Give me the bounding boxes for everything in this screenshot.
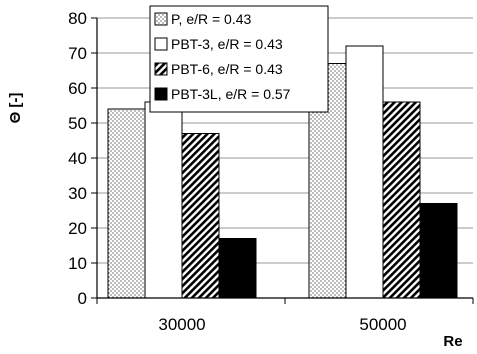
y-tick-label: 50 (68, 114, 87, 133)
legend-label: PBT-6, e/R = 0.43 (171, 61, 283, 77)
y-tick-label: 40 (68, 149, 87, 168)
legend-label: P, e/R = 0.43 (171, 11, 252, 27)
bar-hatch-30000 (181, 133, 220, 299)
bar-dots-30000 (107, 108, 146, 299)
bar-white-30000 (144, 101, 183, 299)
x-axis-label: Re (443, 333, 462, 350)
y-axis-label: Θ [-] (7, 93, 24, 124)
bar-black-50000 (419, 203, 458, 299)
legend-swatch (154, 87, 168, 101)
legend-swatch (154, 12, 168, 26)
y-tick-label: 0 (78, 289, 87, 308)
legend-swatch (154, 37, 168, 51)
y-tick-label: 80 (68, 9, 87, 28)
bar-hatch-50000 (382, 101, 421, 299)
bar-black-30000 (218, 238, 257, 299)
x-tick-label: 50000 (359, 315, 406, 334)
y-tick-label: 70 (68, 44, 87, 63)
y-tick-label: 30 (68, 184, 87, 203)
legend-swatch (154, 62, 168, 76)
legend: P, e/R = 0.43 PBT-3, e/R = 0.43 PBT-6, e/R… (149, 5, 329, 113)
legend-label: PBT-3, e/R = 0.43 (171, 36, 283, 52)
y-tick-label: 60 (68, 79, 87, 98)
bar-white-50000 (345, 45, 384, 299)
y-tick-label: 10 (68, 254, 87, 273)
axes: 0 10 20 30 40 50 60 70 80 30000 50000 Re Θ [-] (7, 9, 474, 350)
legend-label: PBT-3L, e/R = 0.57 (171, 86, 291, 102)
x-tick-label: 30000 (158, 315, 205, 334)
legend-box (149, 5, 329, 113)
bars (107, 45, 458, 299)
y-tick-label: 20 (68, 219, 87, 238)
